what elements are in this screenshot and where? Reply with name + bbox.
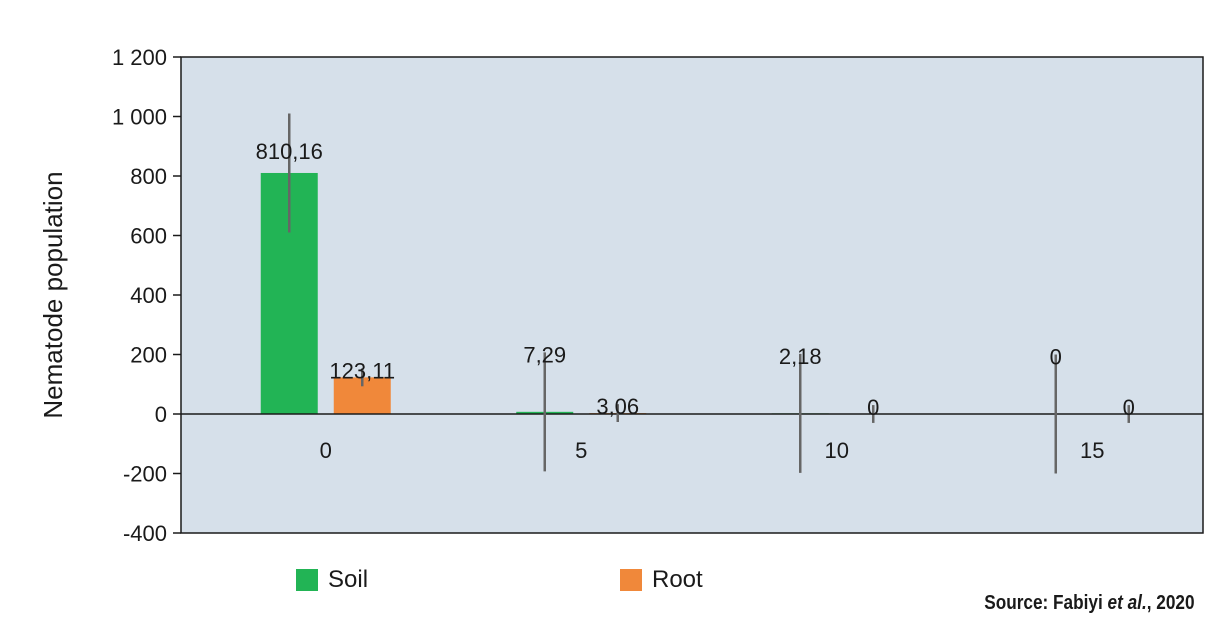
data-label: 7,29 — [523, 342, 566, 367]
source-italic: et al. — [1107, 592, 1148, 614]
data-label: 0 — [1050, 345, 1062, 370]
data-label: 0 — [1123, 395, 1135, 420]
x-axis: 0 5 10 15 — [320, 438, 1105, 463]
legend-swatch-root — [620, 569, 642, 591]
data-label: 0 — [867, 395, 879, 420]
y-tick-label: 1 000 — [112, 105, 167, 130]
error-bars — [288, 113, 1130, 474]
y-tick-label: 800 — [130, 164, 167, 189]
y-tick-label: -200 — [123, 462, 167, 487]
data-label: 2,18 — [779, 344, 822, 369]
chart: -400 -200 0 200 400 600 800 1 000 1 200 Nematode… — [38, 45, 1204, 546]
y-tick-label: 200 — [130, 343, 167, 368]
data-labels: 810,16 123,11 7,29 3,06 2,18 0 0 0 — [256, 139, 1135, 420]
x-tick-label: 15 — [1080, 438, 1104, 463]
y-tick-label: -400 — [123, 521, 167, 546]
y-axis: -400 -200 0 200 400 600 800 1 000 1 200 — [112, 45, 181, 546]
legend-label-root: Root — [652, 566, 703, 593]
y-tick-label: 1 200 — [112, 45, 167, 70]
x-tick-label: 5 — [575, 438, 587, 463]
legend-item-root: Root — [620, 566, 703, 594]
data-label: 123,11 — [329, 358, 395, 383]
data-label: 3,06 — [596, 394, 639, 419]
x-tick-label: 10 — [825, 438, 849, 463]
legend-item-soil: Soil — [296, 566, 368, 594]
y-axis-label: Nematode population — [38, 171, 68, 418]
y-tick-label: 0 — [155, 402, 167, 427]
y-tick-label: 400 — [130, 283, 167, 308]
legend-swatch-soil — [296, 569, 318, 591]
source-prefix: Source: Fabiyi — [984, 592, 1108, 614]
source-credit: Source: Fabiyi et al., 2020 — [985, 592, 1195, 615]
plot-area — [180, 56, 1204, 534]
legend-label-soil: Soil — [328, 566, 369, 593]
data-label: 810,16 — [256, 139, 323, 164]
source-suffix: , 2020 — [1147, 592, 1195, 614]
x-tick-label: 0 — [320, 438, 332, 463]
y-tick-label: 600 — [130, 224, 167, 249]
